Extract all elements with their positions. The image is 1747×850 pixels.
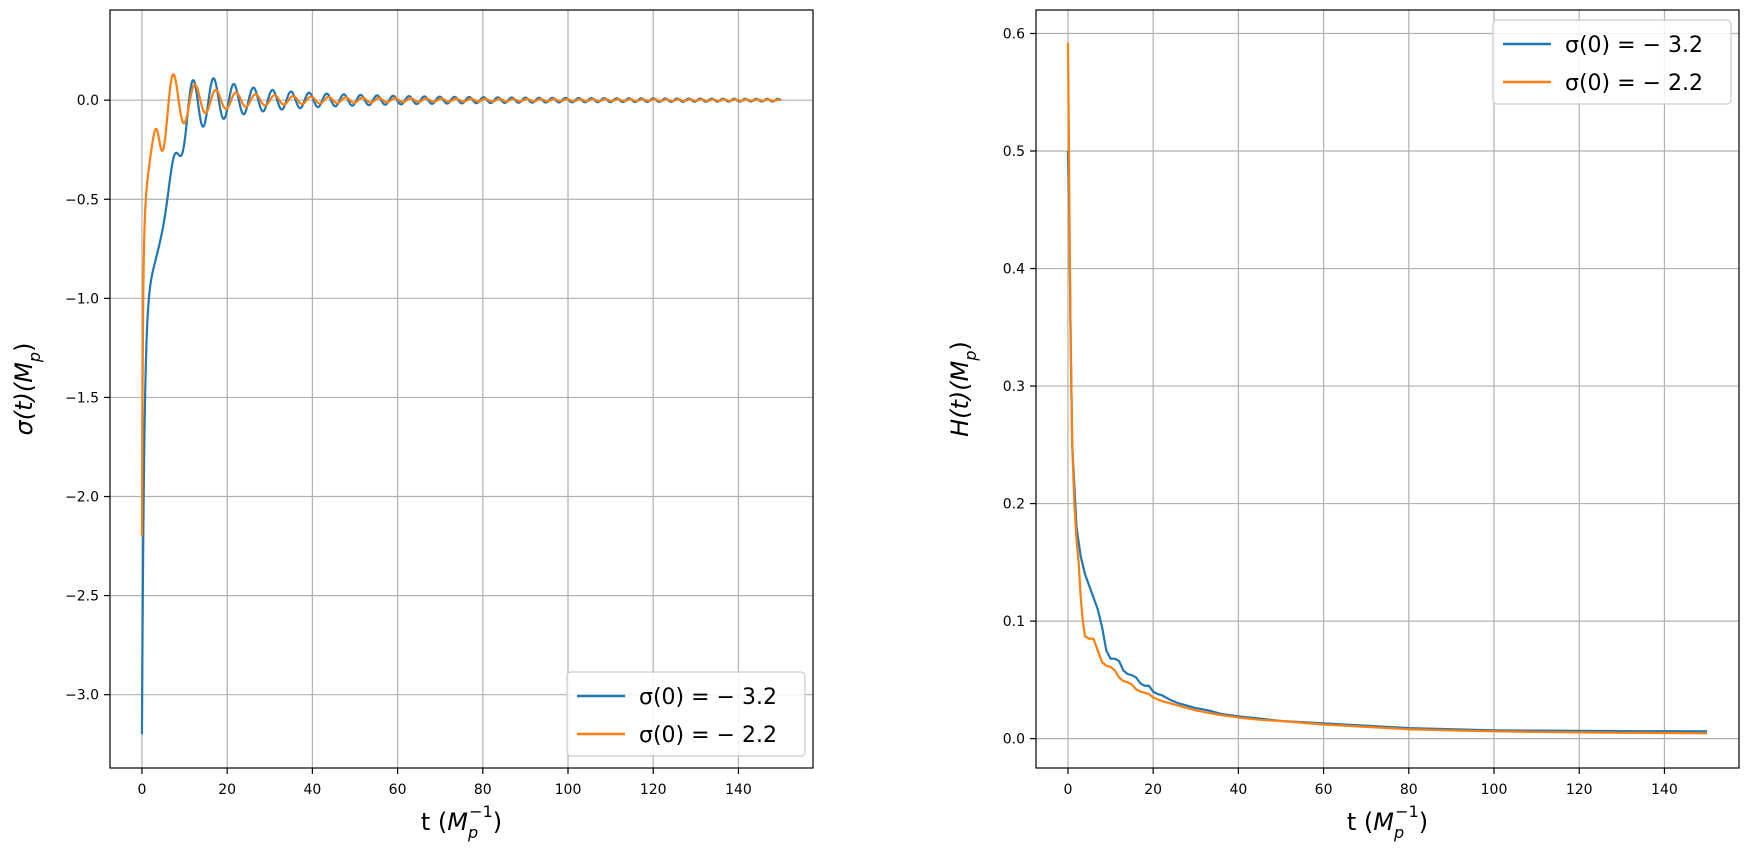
x-tick-label: 40 — [303, 782, 321, 798]
y-tick-label: 0.6 — [1003, 27, 1025, 43]
x-tick-label: 140 — [1651, 782, 1678, 798]
x-tick-label: 140 — [725, 782, 752, 798]
x-tick-label: 120 — [640, 782, 667, 798]
y-tick-label: 0.1 — [1003, 614, 1025, 630]
legend: σ(0) = − 3.2 σ(0) = − 2.2 — [1492, 19, 1732, 105]
legend-label-2: σ(0) = − 2.2 — [1565, 71, 1703, 96]
legend-box — [1492, 19, 1732, 105]
legend-box — [566, 671, 806, 757]
series-line-1 — [1066, 150, 1708, 733]
series-line-2 — [1066, 42, 1708, 735]
x-tick-label: 100 — [555, 782, 582, 798]
axes-frame — [109, 9, 814, 769]
x-tick-label: 20 — [218, 782, 236, 798]
x-tick-label: 60 — [1315, 782, 1333, 798]
x-tick-label: 100 — [1481, 782, 1508, 798]
legend-label-2: σ(0) = − 2.2 — [639, 723, 777, 748]
y-axis-label: H(t)(Mp) — [946, 341, 980, 437]
x-tick-label: 20 — [1144, 782, 1162, 798]
x-tick-label: 120 — [1566, 782, 1593, 798]
chart-panel-1: 0 20 40 60 80 100 120 140 0.0 −0.5 −1.0 −1.5 −2.0 −2.… — [10, 9, 814, 842]
x-tick-label: 0 — [137, 782, 146, 798]
legend-label-1: σ(0) = − 3.2 — [639, 685, 777, 710]
y-tick-label: −0.5 — [65, 192, 99, 208]
y-tick-label: 0.3 — [1003, 379, 1025, 395]
x-tick-label: 0 — [1063, 782, 1072, 798]
x-tick-label: 60 — [389, 782, 407, 798]
legend-label-1: σ(0) = − 3.2 — [1565, 33, 1703, 58]
y-tick-label: 0.2 — [1003, 497, 1025, 513]
x-tick-label: 40 — [1229, 782, 1247, 798]
y-tick-label: 0.4 — [1003, 262, 1025, 278]
y-tick-label: −3.0 — [65, 688, 99, 704]
legend: σ(0) = − 3.2 σ(0) = − 2.2 — [566, 671, 806, 757]
y-tick-label: −1.0 — [65, 291, 99, 307]
x-axis-label: t (Mp−1) — [1347, 802, 1428, 842]
series-group — [140, 73, 782, 735]
y-tick-label: 0.5 — [1003, 144, 1025, 160]
series-line-2 — [140, 73, 782, 537]
axes-frame — [1035, 9, 1740, 769]
y-tick-label: 0.0 — [77, 93, 99, 109]
x-tick-label: 80 — [1400, 782, 1418, 798]
y-tick-label: 0.0 — [1003, 732, 1025, 748]
series-group — [1066, 42, 1708, 735]
x-axis-label: t (Mp−1) — [421, 802, 502, 842]
y-tick-label: −2.0 — [65, 490, 99, 506]
y-axis-label: σ(t)(Mp) — [10, 343, 44, 436]
y-tick-label: −2.5 — [65, 589, 99, 605]
y-tick-label: −1.5 — [65, 390, 99, 406]
x-tick-label: 80 — [474, 782, 492, 798]
chart-panel-2: 0 20 40 60 80 100 120 140 0.0 0.1 0.2 0.3 0.4 0.5 0.6 t… — [946, 9, 1740, 842]
